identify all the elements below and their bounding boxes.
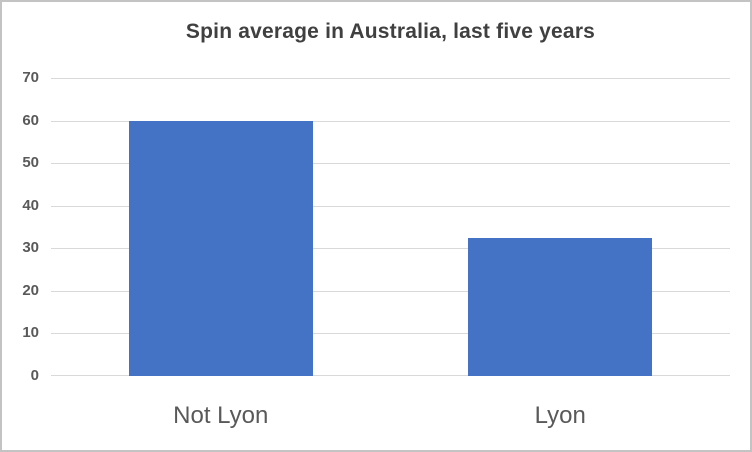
y-tick-label-60: 60 bbox=[22, 112, 39, 129]
y-tick-label-50: 50 bbox=[22, 154, 39, 171]
gridline-60 bbox=[51, 121, 730, 122]
x-axis-line bbox=[51, 375, 730, 376]
y-tick-label-0: 0 bbox=[30, 367, 39, 384]
gridline-50 bbox=[51, 163, 730, 164]
gridline-30 bbox=[51, 248, 730, 249]
y-tick-label-40: 40 bbox=[22, 197, 39, 214]
bar-not-lyon bbox=[129, 121, 313, 376]
gridline-70 bbox=[51, 78, 730, 79]
y-tick-label-10: 10 bbox=[22, 324, 39, 341]
gridline-40 bbox=[51, 206, 730, 207]
gridline-10 bbox=[51, 333, 730, 334]
x-category-label-lyon: Lyon bbox=[534, 402, 586, 429]
plot-area bbox=[51, 78, 730, 376]
chart-title: Spin average in Australia, last five yea… bbox=[185, 20, 596, 43]
gridline-20 bbox=[51, 291, 730, 292]
x-category-label-not-lyon: Not Lyon bbox=[173, 402, 269, 429]
y-tick-label-30: 30 bbox=[22, 239, 39, 256]
bar-lyon bbox=[468, 238, 652, 376]
y-tick-label-70: 70 bbox=[22, 69, 39, 86]
y-tick-label-20: 20 bbox=[22, 282, 39, 299]
